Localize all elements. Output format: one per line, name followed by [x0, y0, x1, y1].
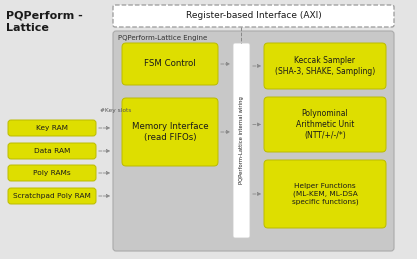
Text: PQPerform -
Lattice: PQPerform - Lattice: [6, 10, 83, 33]
FancyBboxPatch shape: [8, 143, 96, 159]
Text: Poly RAMs: Poly RAMs: [33, 170, 71, 176]
FancyBboxPatch shape: [113, 5, 394, 27]
FancyBboxPatch shape: [122, 43, 218, 85]
FancyBboxPatch shape: [233, 43, 250, 238]
Text: Memory Interface
(read FIFOs): Memory Interface (read FIFOs): [132, 122, 208, 142]
Text: Key RAM: Key RAM: [36, 125, 68, 131]
FancyBboxPatch shape: [113, 31, 394, 251]
Text: #Key slots: #Key slots: [100, 108, 131, 113]
FancyBboxPatch shape: [122, 98, 218, 166]
Text: PQPerform-Lattice Engine: PQPerform-Lattice Engine: [118, 35, 207, 41]
Text: FSM Control: FSM Control: [144, 60, 196, 68]
FancyBboxPatch shape: [8, 165, 96, 181]
Text: Keccak Sampler
(SHA-3, SHAKE, Sampling): Keccak Sampler (SHA-3, SHAKE, Sampling): [275, 56, 375, 76]
Text: Polynominal
Arithmetic Unit
(NTT/+/-/*): Polynominal Arithmetic Unit (NTT/+/-/*): [296, 109, 354, 140]
Text: PQPerform-Lattice internal wiring: PQPerform-Lattice internal wiring: [239, 97, 244, 184]
FancyBboxPatch shape: [8, 120, 96, 136]
Text: Helper Functions
(ML-KEM, ML-DSA
specific functions): Helper Functions (ML-KEM, ML-DSA specifi…: [291, 183, 358, 205]
Text: Register-based Interface (AXI): Register-based Interface (AXI): [186, 11, 322, 20]
FancyBboxPatch shape: [264, 43, 386, 89]
FancyBboxPatch shape: [264, 160, 386, 228]
FancyBboxPatch shape: [8, 188, 96, 204]
Text: Scratchpad Poly RAM: Scratchpad Poly RAM: [13, 193, 91, 199]
FancyBboxPatch shape: [264, 97, 386, 152]
Text: Data RAM: Data RAM: [34, 148, 70, 154]
